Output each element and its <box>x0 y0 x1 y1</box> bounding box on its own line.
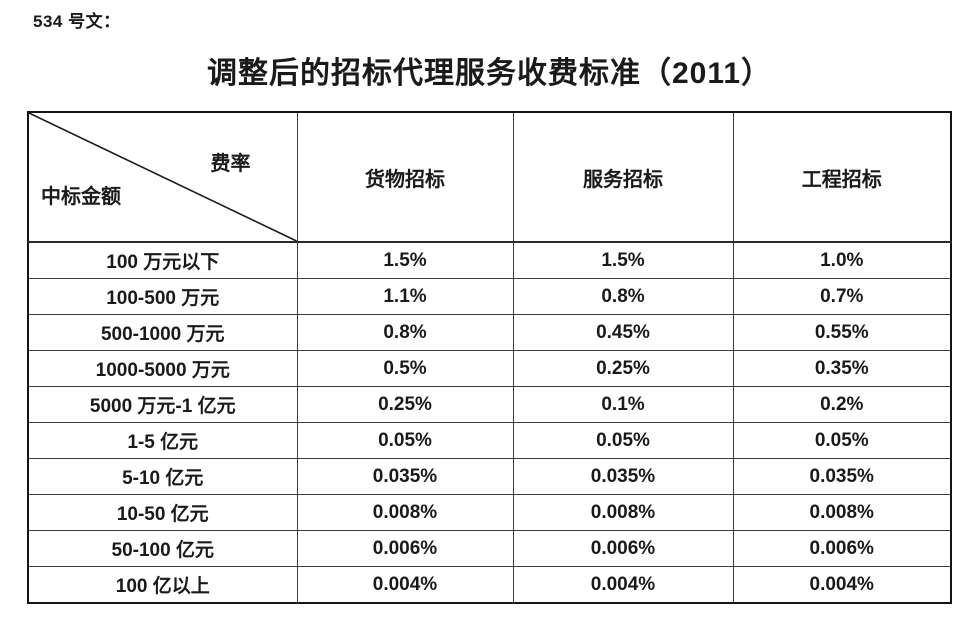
table-row: 1-5 亿元 0.05% 0.05% 0.05% <box>27 422 952 459</box>
cell-goods: 0.008% <box>296 494 514 531</box>
table-row: 100 亿以上 0.004% 0.004% 0.004% <box>27 566 952 604</box>
doc-number: 534 号文： <box>33 12 121 31</box>
row-label: 1-5 亿元 <box>27 422 298 459</box>
column-header-service: 服务招标 <box>512 111 734 243</box>
column-header-goods: 货物招标 <box>296 111 514 243</box>
cell-service: 1.5% <box>512 241 734 279</box>
cell-service: 0.8% <box>512 278 734 315</box>
cell-works: 0.05% <box>732 422 952 459</box>
table-row: 100-500 万元 1.1% 0.8% 0.7% <box>27 278 952 315</box>
cell-goods: 0.035% <box>296 458 514 495</box>
cell-works: 0.55% <box>732 314 952 351</box>
fee-table: 费率 中标金额 货物招标 服务招标 工程招标 100 万元以下 1.5% 1.5… <box>27 111 952 604</box>
table-row: 500-1000 万元 0.8% 0.45% 0.55% <box>27 314 952 351</box>
cell-works: 0.7% <box>732 278 952 315</box>
cell-works: 0.004% <box>732 566 952 604</box>
cell-goods: 0.004% <box>296 566 514 604</box>
cell-works: 0.2% <box>732 386 952 423</box>
table-row: 100 万元以下 1.5% 1.5% 1.0% <box>27 241 952 279</box>
table-row: 10-50 亿元 0.008% 0.008% 0.008% <box>27 494 952 531</box>
cell-goods: 0.05% <box>296 422 514 459</box>
corner-cell: 费率 中标金额 <box>27 111 298 243</box>
corner-label-rate: 费率 <box>210 153 251 175</box>
cell-service: 0.006% <box>512 530 734 567</box>
cell-service: 0.25% <box>512 350 734 387</box>
cell-works: 0.35% <box>732 350 952 387</box>
row-label: 1000-5000 万元 <box>27 350 298 387</box>
row-label: 500-1000 万元 <box>27 314 298 351</box>
table-row: 50-100 亿元 0.006% 0.006% 0.006% <box>27 530 952 567</box>
cell-works: 0.006% <box>732 530 952 567</box>
row-label: 100 万元以下 <box>27 241 298 279</box>
row-label: 10-50 亿元 <box>27 494 298 531</box>
table-row: 5-10 亿元 0.035% 0.035% 0.035% <box>27 458 952 495</box>
cell-goods: 0.5% <box>296 350 514 387</box>
cell-goods: 0.006% <box>296 530 514 567</box>
row-label: 100-500 万元 <box>27 278 298 315</box>
cell-service: 0.45% <box>512 314 734 351</box>
cell-service: 0.004% <box>512 566 734 604</box>
column-header-works: 工程招标 <box>732 111 952 243</box>
cell-goods: 0.8% <box>296 314 514 351</box>
cell-service: 0.05% <box>512 422 734 459</box>
header-row: 费率 中标金额 货物招标 服务招标 工程招标 <box>27 111 952 243</box>
page-title: 调整后的招标代理服务收费标准（2011） <box>206 57 773 90</box>
row-label: 100 亿以上 <box>27 566 298 604</box>
cell-goods: 0.25% <box>296 386 514 423</box>
cell-goods: 1.5% <box>296 241 514 279</box>
cell-works: 0.008% <box>732 494 952 531</box>
cell-service: 0.1% <box>512 386 734 423</box>
row-label: 50-100 亿元 <box>27 530 298 567</box>
table-row: 5000 万元-1 亿元 0.25% 0.1% 0.2% <box>27 386 952 423</box>
cell-service: 0.035% <box>512 458 734 495</box>
cell-goods: 1.1% <box>296 278 514 315</box>
diagonal-divider <box>29 113 297 241</box>
row-label: 5-10 亿元 <box>27 458 298 495</box>
cell-works: 0.035% <box>732 458 952 495</box>
table-row: 1000-5000 万元 0.5% 0.25% 0.35% <box>27 350 952 387</box>
row-label: 5000 万元-1 亿元 <box>27 386 298 423</box>
corner-label-amount: 中标金额 <box>41 186 121 208</box>
cell-service: 0.008% <box>512 494 734 531</box>
cell-works: 1.0% <box>732 241 952 279</box>
